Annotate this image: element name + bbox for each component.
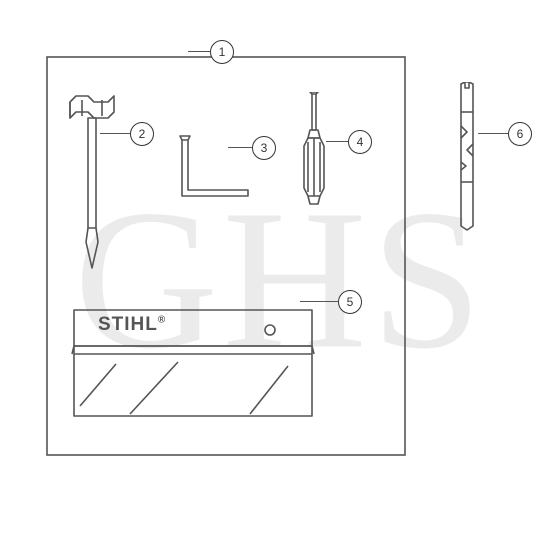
callout-4-label: 4 xyxy=(357,135,364,149)
callout-6: 6 xyxy=(508,122,532,146)
callout-2: 2 xyxy=(130,122,154,146)
callout-3-label: 3 xyxy=(261,141,268,155)
callout-1-leader xyxy=(188,51,210,52)
brand-text: STIHL xyxy=(98,314,158,335)
callout-1: 1 xyxy=(210,40,234,64)
callout-3: 3 xyxy=(252,136,276,160)
callout-2-label: 2 xyxy=(139,127,146,141)
callout-4-leader xyxy=(326,141,348,142)
callout-1-label: 1 xyxy=(219,45,226,59)
callout-5: 5 xyxy=(338,290,362,314)
screwdriver-icon xyxy=(294,92,334,222)
brand-label: STIHL® xyxy=(98,314,166,336)
callout-6-label: 6 xyxy=(517,127,524,141)
callout-6-leader xyxy=(478,133,508,134)
callout-5-label: 5 xyxy=(347,295,354,309)
flat-tool-icon xyxy=(452,82,482,232)
brand-registered: ® xyxy=(158,315,166,326)
combination-wrench-icon xyxy=(62,92,122,272)
callout-4: 4 xyxy=(348,130,372,154)
callout-3-leader xyxy=(228,147,252,148)
callout-2-leader xyxy=(100,133,130,134)
hex-key-icon xyxy=(176,134,256,204)
diagram-canvas: GHS 1 2 3 xyxy=(0,0,560,560)
callout-5-leader xyxy=(300,301,338,302)
